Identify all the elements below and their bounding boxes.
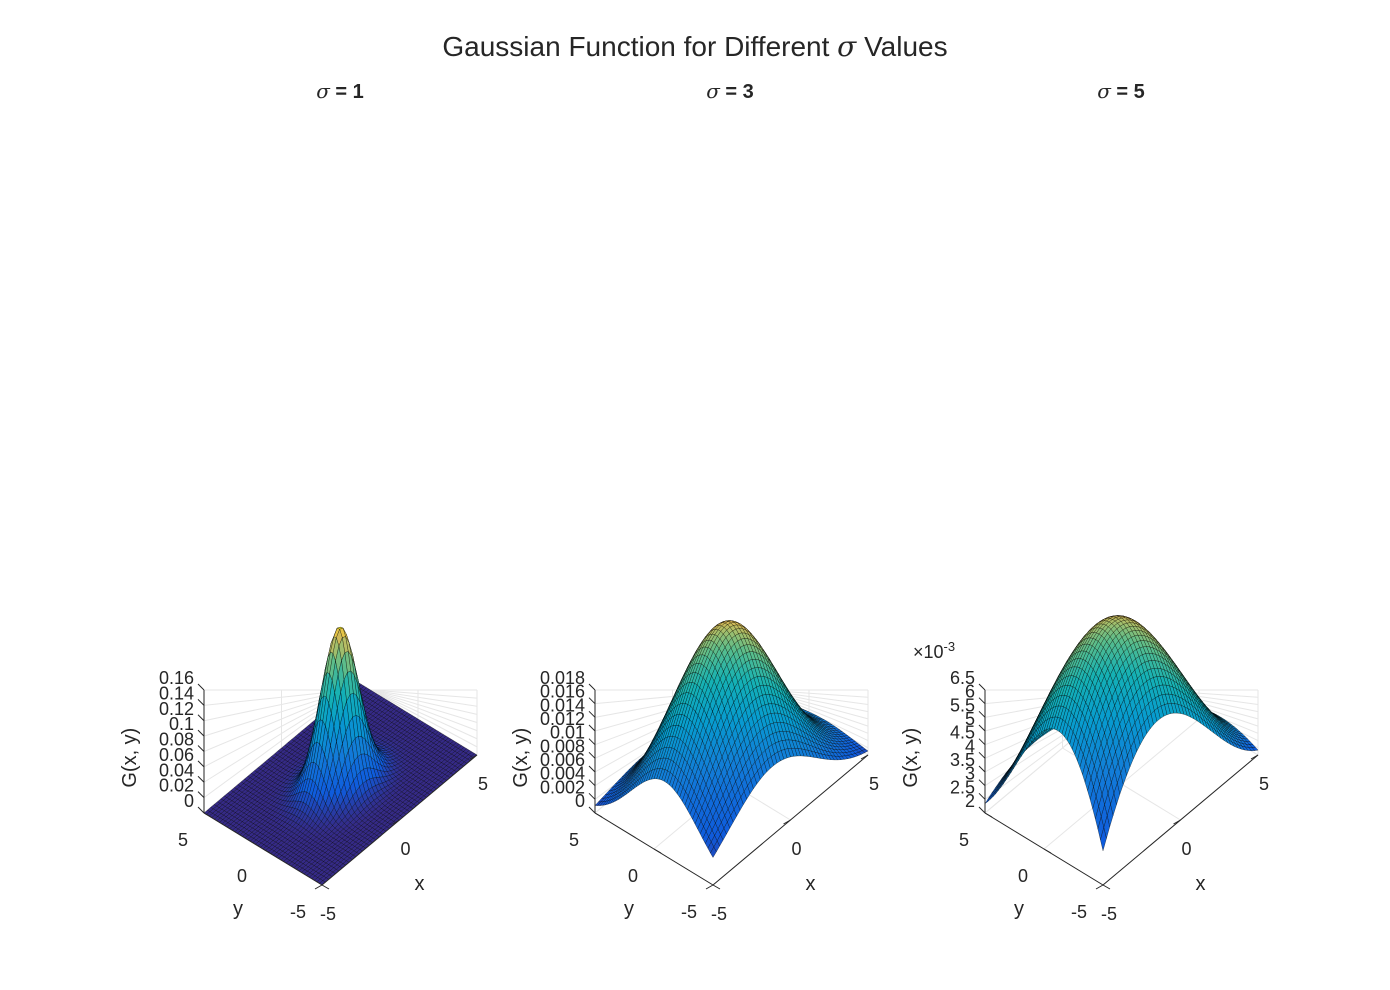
- z-tick-mark: [197, 806, 205, 814]
- z-axis-label: G(x, y): [119, 728, 141, 788]
- y-tick-mark: [262, 848, 271, 854]
- z-axis-label: G(x, y): [510, 728, 532, 788]
- y-tick-label: -5: [681, 902, 697, 922]
- z-tick-label: 0.12: [159, 699, 194, 719]
- z-tick-mark: [197, 745, 205, 752]
- subplot-title: σ = 3: [706, 79, 754, 103]
- y-tick-label: 5: [569, 830, 579, 850]
- y-axis-label: y: [624, 898, 634, 920]
- x-axis-label: x: [415, 873, 425, 895]
- z-tick-label: 0.16: [159, 668, 194, 688]
- y-tick-mark: [203, 812, 212, 818]
- z-tick-label: 0.018: [540, 668, 585, 688]
- subplot-title: σ = 1: [316, 79, 364, 103]
- subplot-panels: -505-50500.020.040.060.080.10.120.140.16…: [119, 79, 1269, 924]
- y-tick-label: 0: [237, 866, 247, 886]
- z-tick-mark: [197, 791, 205, 798]
- z-tick-label: 0.04: [159, 760, 194, 780]
- subplot-sigma-1: -505-50500.020.040.060.080.10.120.140.16…: [119, 79, 488, 924]
- subplot-sigma-3: -505-50500.0020.0040.0060.0080.010.0120.…: [510, 79, 879, 924]
- surface-mesh: [594, 620, 869, 858]
- z-tick-label: 0.08: [159, 730, 194, 750]
- x-tick-label: 5: [869, 774, 879, 794]
- y-tick-label: -5: [290, 902, 306, 922]
- z-tick-label: 0.02: [159, 776, 194, 796]
- x-tick-label: 0: [400, 839, 410, 859]
- x-tick-label: 0: [791, 839, 801, 859]
- y-tick-label: 0: [628, 866, 638, 886]
- x-tick-mark: [392, 819, 400, 825]
- z-tick-mark: [197, 775, 205, 783]
- z-tick-label: 0: [184, 791, 194, 811]
- y-tick-mark: [321, 884, 330, 890]
- z-tick-label: 0.06: [159, 745, 194, 765]
- surface-mesh: [203, 626, 478, 886]
- z-tick-mark: [197, 714, 205, 722]
- z-tick-mark: [197, 699, 205, 706]
- x-tick-label: 5: [478, 774, 488, 794]
- x-tick-label: -5: [320, 904, 336, 924]
- x-tick-mark: [469, 754, 478, 760]
- figure-title: Gaussian Function for Different σ Values: [442, 30, 947, 63]
- z-tick-mark: [197, 683, 205, 691]
- x-tick-label: -5: [711, 904, 727, 924]
- y-axis-label: y: [233, 898, 243, 920]
- x-axis-label: x: [806, 873, 816, 895]
- z-tick-mark: [197, 760, 205, 768]
- z-tick-mark: [197, 729, 205, 737]
- y-tick-label: 5: [178, 830, 188, 850]
- z-tick-label: 0.14: [159, 683, 194, 703]
- z-tick-label: 0.1: [169, 714, 194, 734]
- x-tick-mark: [314, 884, 323, 890]
